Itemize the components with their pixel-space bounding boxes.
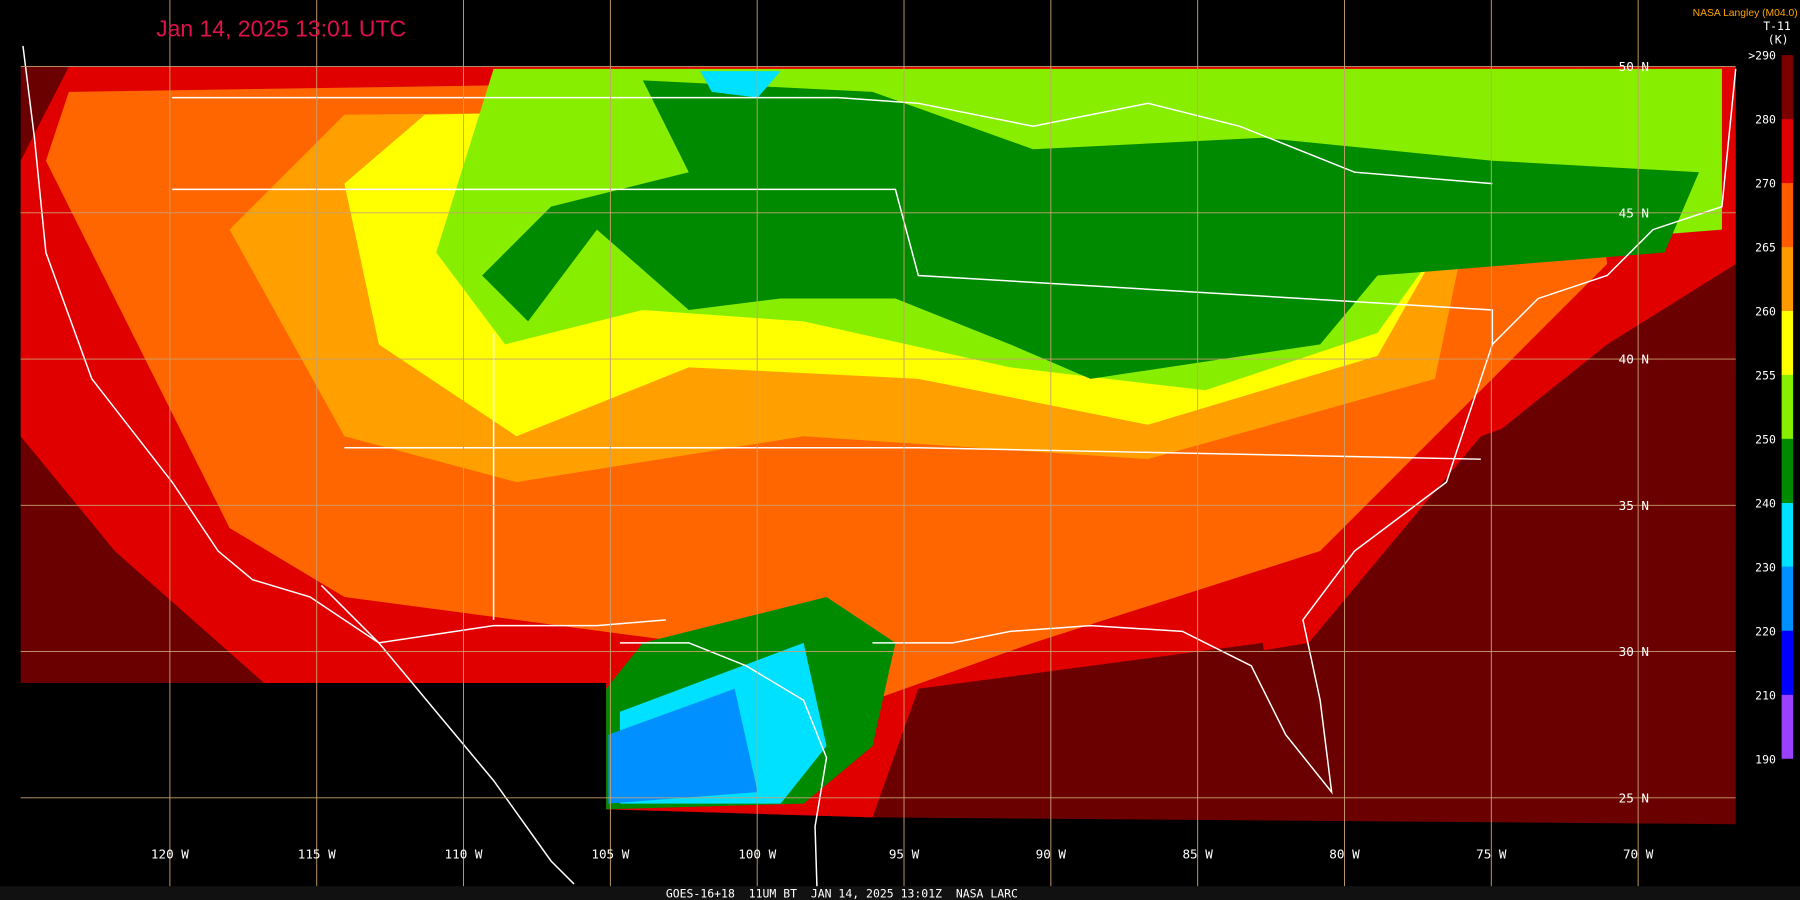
colorbar-title: T-11 — [1763, 19, 1791, 33]
colorbar-label: 230 — [1755, 560, 1776, 574]
longitude-label: 75 W — [1476, 847, 1507, 862]
north-cold-cloud — [700, 71, 781, 98]
mexico-gulf-coast — [619, 642, 828, 900]
colorbar-segment — [1781, 183, 1794, 248]
colorbar-label: 280 — [1755, 113, 1776, 127]
longitude-label: 70 W — [1623, 847, 1654, 862]
colorbar-label: 270 — [1755, 177, 1776, 191]
east-coast — [872, 68, 1737, 795]
colorbar-label: 255 — [1755, 369, 1776, 383]
coastlines — [22, 45, 1737, 900]
colorbar-segment — [1781, 374, 1794, 439]
longitude-label: 105 W — [591, 847, 629, 862]
colorbar-segment — [1781, 566, 1794, 631]
longitude-label: 115 W — [298, 847, 336, 862]
region-250 — [482, 80, 1699, 379]
atlantic-region — [1308, 344, 1736, 643]
latitude-label: 50 N — [1619, 59, 1649, 74]
footer-strip — [0, 886, 1800, 900]
colorbar-label: 220 — [1755, 624, 1776, 638]
colorbar-label: 240 — [1755, 497, 1776, 511]
graticule: 50 N 45 N 40 N 35 N 30 N 25 N 120 W 115 W 110 W 1… — [20, 0, 1736, 887]
latitude-label: 30 N — [1619, 644, 1649, 659]
colorbar-segment — [1781, 502, 1794, 567]
colorbar-label: 250 — [1755, 433, 1776, 447]
state-line — [172, 188, 1494, 345]
longitude-label: 85 W — [1182, 847, 1213, 862]
colorbar-label: >290 — [1748, 49, 1776, 63]
texas-coldest-cloud — [608, 688, 758, 804]
southern-border — [320, 584, 666, 644]
colorbar-label: 190 — [1755, 752, 1776, 766]
colorbar-label: 260 — [1755, 305, 1776, 319]
imagery — [20, 66, 1736, 825]
longitude-label: 90 W — [1036, 847, 1067, 862]
colorbar-segment — [1781, 310, 1794, 375]
colorbar-label: 265 — [1755, 241, 1776, 255]
longitude-label: 100 W — [738, 847, 776, 862]
west-coast — [22, 45, 575, 885]
gulf-region — [872, 642, 1286, 818]
colorbar-label: 210 — [1755, 688, 1776, 702]
latitude-label: 25 N — [1619, 790, 1649, 805]
longitude-label: 120 W — [151, 847, 189, 862]
longitude-label: 80 W — [1329, 847, 1360, 862]
longitude-label: 110 W — [445, 847, 483, 862]
latitude-label: 40 N — [1619, 352, 1649, 367]
latitude-label: 45 N — [1619, 205, 1649, 220]
colorbar-segment — [1781, 630, 1794, 695]
timestamp: Jan 14, 2025 13:01 UTC — [156, 16, 406, 42]
colorbar-segment — [1781, 55, 1794, 120]
colorbar-unit: (K) — [1768, 33, 1789, 47]
colorbar: >290 280 270 265 260 255 250 240 230 220 210 190 — [1748, 49, 1794, 766]
state-line — [344, 446, 1481, 460]
latitude-label: 35 N — [1619, 498, 1649, 513]
colorbar-segment — [1781, 247, 1794, 311]
colorbar-segment — [1781, 119, 1794, 184]
footer: GOES-16+18 11UM BT JAN 14, 2025 13:01Z N… — [666, 887, 1018, 900]
producer: NASA Langley (M04.0) — [1693, 8, 1798, 19]
colorbar-segment — [1781, 694, 1794, 759]
colorbar-segment — [1781, 438, 1794, 503]
northern-border — [172, 96, 1493, 185]
longitude-label: 95 W — [889, 847, 920, 862]
